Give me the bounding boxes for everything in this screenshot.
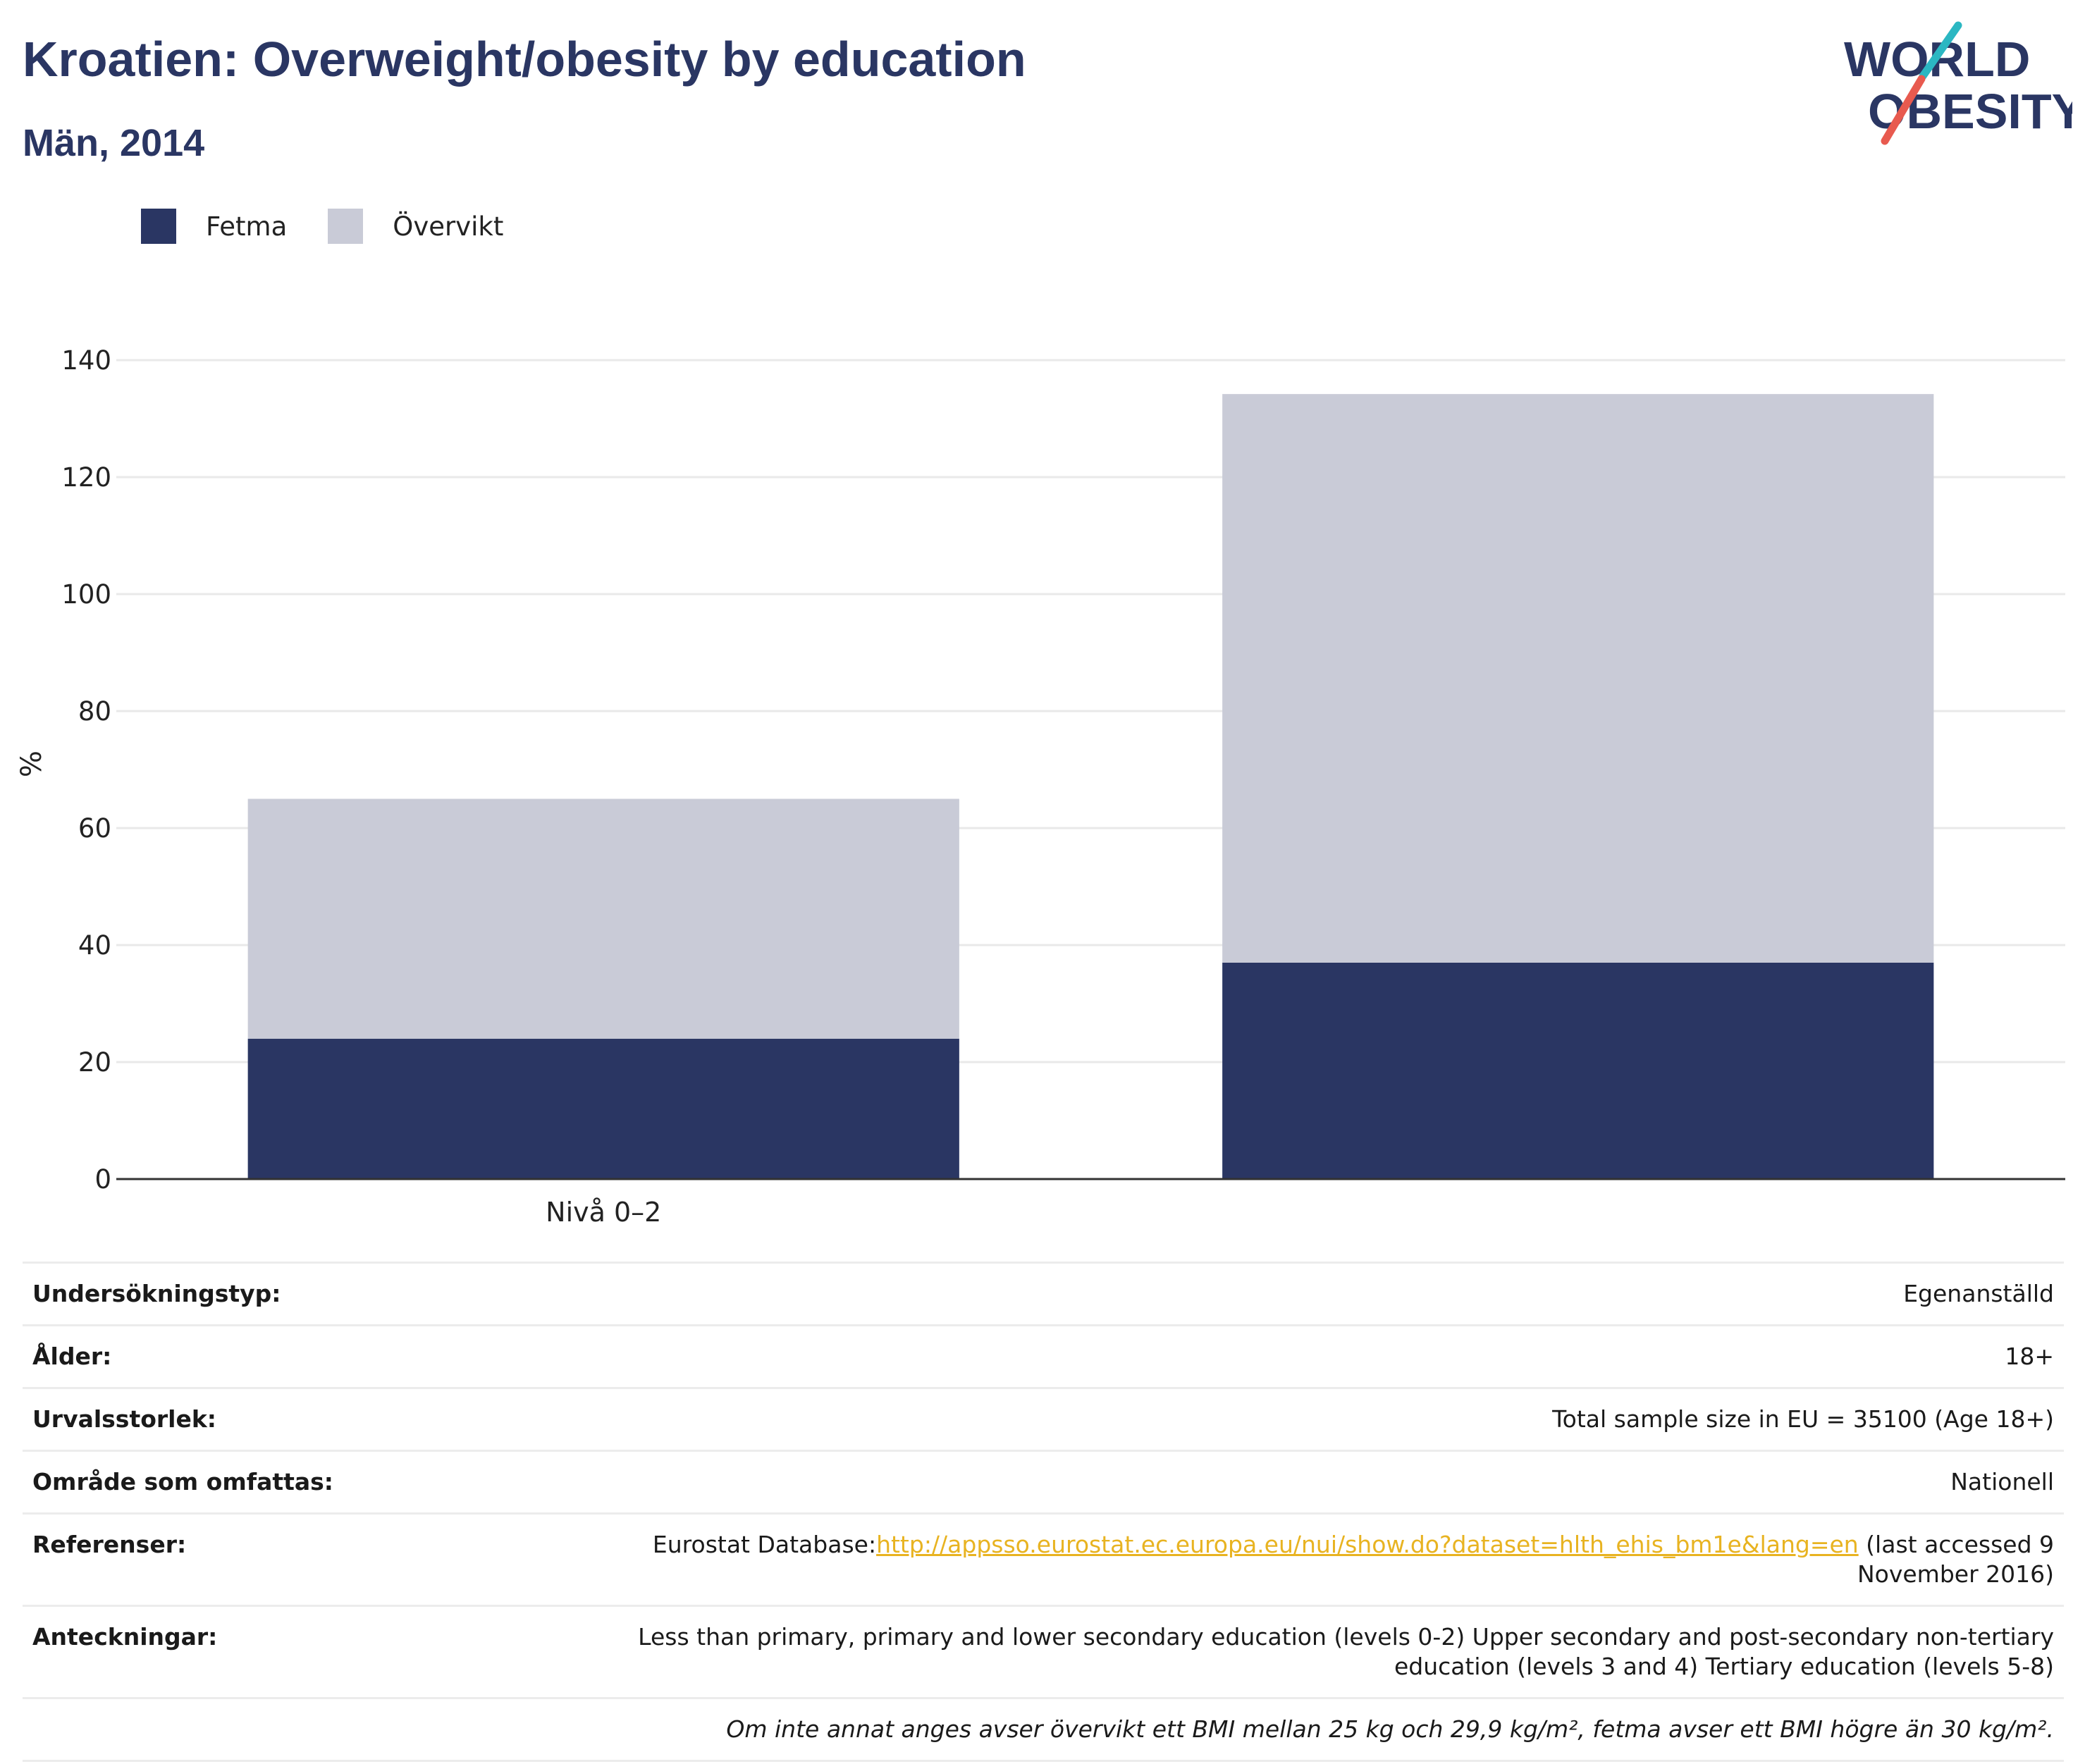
x-tick-label: Nivå 0–2 [546,1197,661,1226]
legend-item-fetma[interactable]: Fetma [141,209,287,244]
info-row-references: Referenser: Eurostat Database:http://app… [23,1512,2064,1605]
info-value: Eurostat Database:http://appsso.eurostat… [644,1530,2054,1589]
chart-title: Kroatien: Overweight/obesity by educatio… [23,32,1026,87]
info-label: Undersökningstyp: [32,1280,281,1307]
info-value: Nationell [1950,1468,2054,1495]
bar-overvikt [247,798,959,1039]
reference-suffix: (last accessed 9 November 2016) [1857,1531,2054,1588]
info-table: Undersökningstyp: Egenanställd Ålder: 18… [23,1262,2064,1762]
reference-prefix: Eurostat Database: [652,1531,877,1558]
info-label: Område som omfattas: [32,1468,334,1495]
stacked-bar-chart: 0 20 40 60 80 100 120 140% Nivå 0–2 [16,345,2065,1226]
info-value: Total sample size in EU = 35100 (Age 18+… [1552,1405,2054,1433]
bar-overvikt [1222,394,1934,963]
logo-slash-teal [1919,21,1962,80]
legend-label-fetma: Fetma [206,211,288,242]
y-tick-label: 20 [78,1047,111,1078]
y-tick-label: 80 [78,696,111,727]
logo-slash-red [1881,75,1926,145]
footnote-text: Om inte annat anges avser övervikt ett B… [726,1715,2054,1743]
y-tick-label: 40 [78,930,111,961]
info-label: Anteckningar: [32,1623,218,1651]
info-row-footnote: Om inte annat anges avser övervikt ett B… [23,1697,2064,1762]
y-axis-label: % [16,751,48,777]
bar-fetma [247,1038,959,1179]
chart-subtitle: Män, 2014 [23,122,205,164]
info-label: Urvalsstorlek: [32,1405,217,1433]
info-value: Less than primary, primary and lower sec… [638,1623,2054,1680]
info-row-sample-size: Urvalsstorlek: Total sample size in EU =… [23,1387,2064,1450]
info-row-survey-type: Undersökningstyp: Egenanställd [23,1262,2064,1324]
y-tick-label: 140 [61,345,111,376]
y-tick-label: 0 [94,1164,111,1195]
legend-item-overvikt[interactable]: Övervikt [328,209,503,244]
y-tick-label: 100 [61,579,111,610]
y-tick-label: 60 [78,813,111,844]
legend-swatch-fetma [141,209,176,244]
bar-fetma [1222,962,1934,1179]
y-tick-label: 120 [61,462,111,493]
info-row-coverage: Område som omfattas: Nationell [23,1450,2064,1512]
legend-swatch-overvikt [328,209,364,244]
legend-label-overvikt: Övervikt [393,211,504,242]
info-row-age: Ålder: 18+ [23,1324,2064,1387]
info-label: Ålder: [32,1343,112,1370]
world-obesity-logo: WORLD OBESITY [1844,21,2072,145]
info-value: Egenanställd [1903,1280,2054,1307]
reference-link[interactable]: http://appsso.eurostat.ec.europa.eu/nui/… [876,1531,1859,1558]
info-value: 18+ [2005,1343,2054,1370]
info-row-notes: Anteckningar: Less than primary, primary… [23,1605,2064,1697]
chart-legend: Fetma Övervikt [141,209,544,244]
info-label: Referenser: [32,1531,187,1558]
